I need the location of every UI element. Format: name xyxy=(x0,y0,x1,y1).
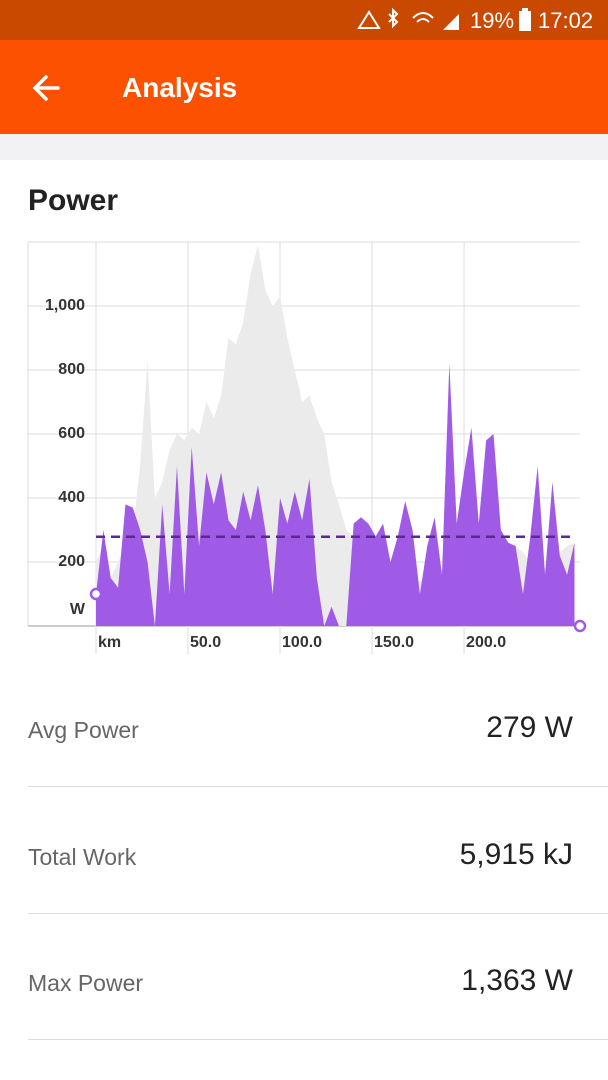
x-tick-label: 50.0 xyxy=(190,634,221,651)
x-tick-label: 100.0 xyxy=(282,634,322,651)
x-tick-label: 150.0 xyxy=(374,634,414,651)
end-marker xyxy=(573,619,587,633)
stat-label: Avg Power xyxy=(28,717,139,743)
x-tick-label: 200.0 xyxy=(466,634,506,651)
y-tick-label: 200 xyxy=(58,553,85,570)
section-title: Power xyxy=(28,184,119,217)
stat-value: 1,363 W xyxy=(461,964,573,997)
chart: W 200 400 600 800 1,000 km 50.0 100.0 150.0 200.0 xyxy=(27,241,587,654)
divider xyxy=(0,134,608,160)
y-tick-label: 1,000 xyxy=(45,297,85,314)
separator xyxy=(28,1039,608,1040)
start-marker xyxy=(89,587,103,601)
stat-row: Total Work 5,915 kJ xyxy=(0,788,608,914)
battery-icon xyxy=(519,8,531,31)
stat-label: Max Power xyxy=(28,970,144,996)
area xyxy=(96,363,575,626)
app-bar: Analysis xyxy=(0,40,608,134)
separator xyxy=(28,912,608,914)
clock: 17:02 xyxy=(538,8,594,33)
y-tick-label: 800 xyxy=(58,361,85,378)
y-tick-label: W xyxy=(70,601,86,618)
separator xyxy=(28,786,608,787)
status-bar: 19% 17:02 xyxy=(0,0,608,40)
back-button[interactable] xyxy=(28,68,68,108)
x-tick-label: km xyxy=(98,634,121,651)
status-icons xyxy=(357,7,459,30)
stat-row: Avg Power 279 W xyxy=(0,661,608,787)
y-tick-label: 400 xyxy=(58,489,85,506)
stat-label: Total Work xyxy=(28,843,137,870)
battery-level: 19% xyxy=(470,8,515,33)
y-tick-label: 600 xyxy=(58,425,85,442)
screen-title: Analysis xyxy=(122,72,238,103)
stat-value: 279 W xyxy=(486,711,573,744)
stat-value: 5,915 kJ xyxy=(459,837,573,871)
stat-row: Max Power 1,363 W xyxy=(0,914,608,1040)
